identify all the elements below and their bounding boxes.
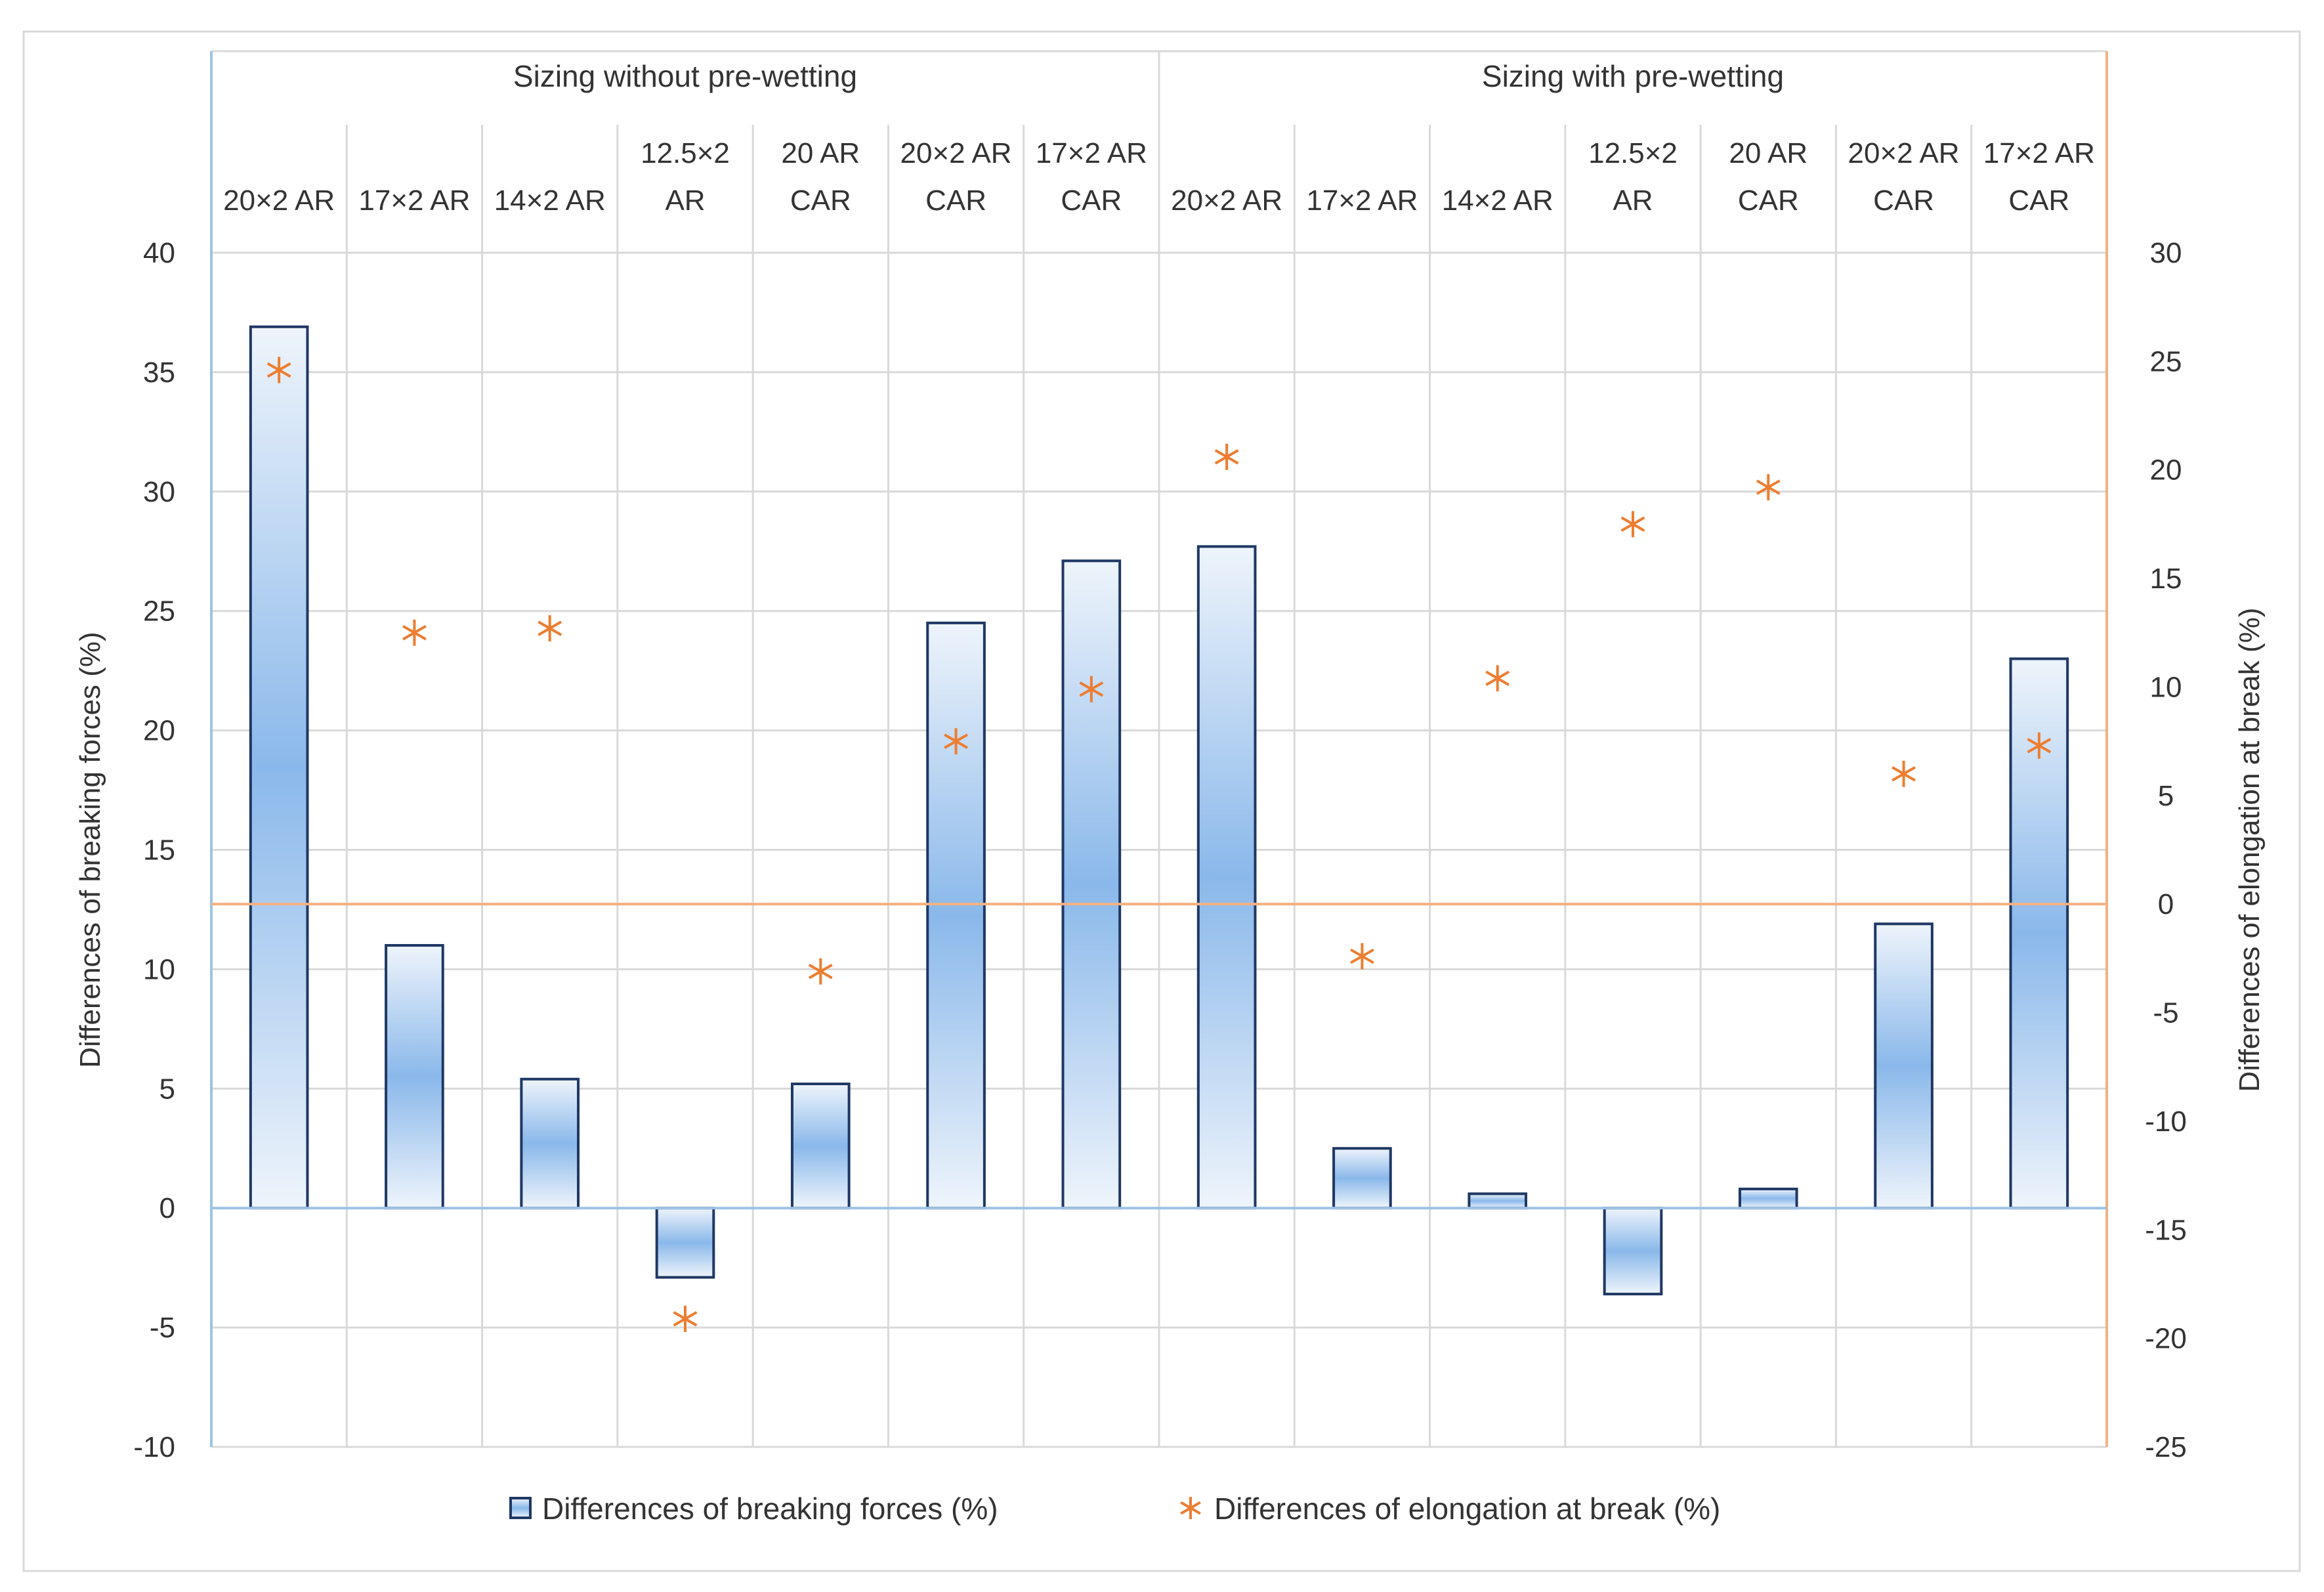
scatter-point [266, 356, 291, 383]
legend-layer: Differences of breaking forces (%) Differ… [509, 1492, 1720, 1526]
y-left-tick-label: 15 [143, 834, 175, 867]
bar [1738, 1188, 1798, 1210]
bar [1332, 1147, 1392, 1210]
y-left-axis-title: Differences of breaking forces (%) [74, 632, 106, 1067]
y-right-tick-label: 25 [2150, 345, 2182, 377]
y-left-tick-label: 40 [143, 237, 175, 269]
group-label: Sizing with pre-wetting [1482, 59, 1784, 93]
bar [1468, 1192, 1528, 1210]
scatter-point [673, 1305, 698, 1332]
scatter-point [808, 958, 833, 985]
category-label: 20×2 AR [223, 184, 335, 217]
scatter-point [1620, 511, 1645, 538]
scatter-point [1756, 474, 1781, 501]
legend-label-bars: Differences of breaking forces (%) [542, 1492, 998, 1526]
y-right-tick-label: 0 [2158, 888, 2174, 920]
category-label: 20×2 AR [1171, 184, 1282, 217]
category-label: 20 AR CAR [781, 137, 860, 217]
y-left-tick-label: 25 [143, 595, 175, 628]
bar [1196, 545, 1257, 1210]
y-right-tick-label: 5 [2158, 780, 2174, 812]
category-label: 12.5×2 AR [1588, 137, 1678, 217]
bar [249, 325, 309, 1210]
y-left-tick-label: -5 [150, 1312, 175, 1344]
category-label: 17×2 AR [1306, 184, 1418, 217]
scatter-point [1485, 665, 1510, 692]
bar [385, 944, 444, 1210]
y-right-tick-label: -15 [2145, 1214, 2187, 1246]
scatter-point [538, 615, 562, 642]
bar [520, 1077, 580, 1210]
y-right-tick-label: 20 [2150, 454, 2182, 486]
y-right-tick-label: -10 [2145, 1106, 2187, 1138]
y-left-tick-label: 20 [143, 715, 175, 747]
category-label: 12.5×2 AR [641, 137, 730, 217]
y-left-tick-label: 5 [159, 1073, 175, 1105]
legend-label-markers: Differences of elongation at break (%) [1214, 1492, 1720, 1526]
category-label: 20 AR CAR [1729, 137, 1807, 217]
category-label: 17×2 AR CAR [1983, 137, 2095, 217]
bar [1061, 559, 1122, 1210]
chart-border [22, 30, 2301, 1572]
y-left-tick-label: 35 [143, 356, 175, 389]
category-label: 14×2 AR [494, 184, 606, 217]
bar [1874, 922, 1933, 1210]
y-right-tick-label: -25 [2145, 1431, 2187, 1463]
category-label: 14×2 AR [1442, 184, 1553, 217]
marker-layer [266, 356, 2052, 1332]
scatter-point [1891, 760, 1916, 787]
y-right-tick-label: -20 [2145, 1323, 2187, 1355]
scatter-point [1350, 943, 1374, 970]
category-label: 17×2 AR CAR [1036, 137, 1147, 217]
bar [790, 1083, 851, 1210]
bar [655, 1207, 715, 1279]
scatter-point [402, 619, 427, 646]
category-label: 20×2 AR CAR [900, 137, 1012, 217]
y-right-tick-label: 15 [2150, 563, 2182, 595]
y-right-tick-label: -5 [2153, 997, 2178, 1029]
group-label: Sizing without pre-wetting [513, 59, 857, 93]
bar [1603, 1207, 1663, 1296]
axis-layer [210, 51, 2108, 1447]
legend-swatch-bar [509, 1497, 532, 1519]
category-label: 17×2 AR [358, 184, 470, 217]
label-layer: -10 -5 0 5 10 15 20 25 30 35 40 -25 -20 -15 -10 -5 0 5 10 1… [74, 59, 2266, 1463]
legend-item-bars: Differences of breaking forces (%) [509, 1492, 998, 1526]
grid-layer [211, 50, 2107, 1448]
y-left-tick-label: 30 [143, 476, 175, 508]
y-left-tick-label: 0 [159, 1192, 175, 1224]
y-left-tick-label: 10 [143, 953, 175, 985]
y-right-tick-label: 10 [2150, 671, 2182, 703]
legend-item-markers: Differences of elongation at break (%) [1180, 1492, 1720, 1526]
scatter-point [944, 728, 968, 755]
scatter-point [1214, 443, 1239, 470]
scatter-point [1079, 676, 1104, 702]
legend-swatch-marker [1180, 1497, 1201, 1519]
y-right-axis-title: Differences of elongation at break (%) [2233, 608, 2266, 1092]
category-label: 20×2 AR CAR [1848, 137, 1960, 217]
scatter-point [2027, 732, 2052, 759]
y-left-tick-label: -10 [133, 1431, 175, 1463]
bar-layer [249, 325, 2069, 1296]
bar [926, 621, 986, 1210]
y-right-tick-label: 30 [2150, 237, 2182, 269]
